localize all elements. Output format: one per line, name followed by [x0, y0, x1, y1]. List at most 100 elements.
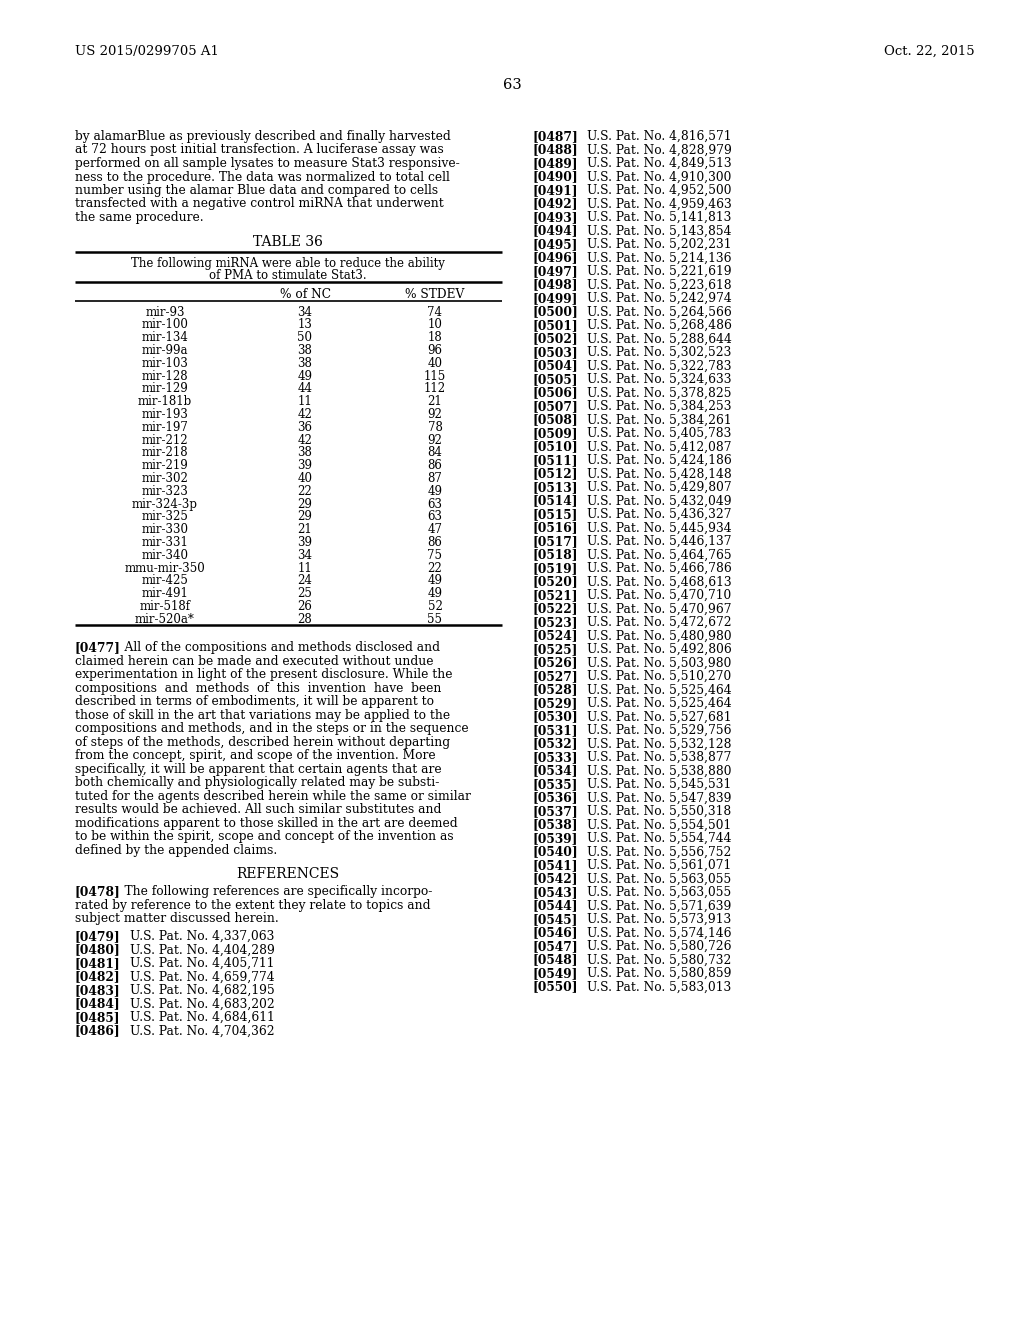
Text: by alamarBlue as previously described and finally harvested: by alamarBlue as previously described an…	[75, 129, 451, 143]
Text: % of NC: % of NC	[280, 288, 331, 301]
Text: 24: 24	[298, 574, 312, 587]
Text: U.S. Pat. No. 5,429,807: U.S. Pat. No. 5,429,807	[587, 480, 731, 494]
Text: [0518]: [0518]	[532, 549, 578, 561]
Text: mir-134: mir-134	[141, 331, 188, 345]
Text: U.S. Pat. No. 5,580,859: U.S. Pat. No. 5,580,859	[587, 968, 731, 979]
Text: [0499]: [0499]	[532, 292, 578, 305]
Text: [0538]: [0538]	[532, 818, 578, 832]
Text: mir-324-3p: mir-324-3p	[132, 498, 198, 511]
Text: mir-103: mir-103	[141, 356, 188, 370]
Text: [0525]: [0525]	[532, 643, 578, 656]
Text: U.S. Pat. No. 5,322,783: U.S. Pat. No. 5,322,783	[587, 359, 731, 372]
Text: [0524]: [0524]	[532, 630, 578, 643]
Text: 29: 29	[298, 511, 312, 523]
Text: rated by reference to the extent they relate to topics and: rated by reference to the extent they re…	[75, 899, 430, 912]
Text: U.S. Pat. No. 5,141,813: U.S. Pat. No. 5,141,813	[587, 211, 731, 224]
Text: [0520]: [0520]	[532, 576, 578, 589]
Text: U.S. Pat. No. 5,436,327: U.S. Pat. No. 5,436,327	[587, 508, 731, 521]
Text: 112: 112	[424, 383, 446, 395]
Text: U.S. Pat. No. 5,143,854: U.S. Pat. No. 5,143,854	[587, 224, 731, 238]
Text: 42: 42	[298, 433, 312, 446]
Text: 38: 38	[298, 345, 312, 356]
Text: [0506]: [0506]	[532, 387, 578, 400]
Text: 36: 36	[298, 421, 312, 434]
Text: 63: 63	[503, 78, 521, 92]
Text: [0529]: [0529]	[532, 697, 578, 710]
Text: [0517]: [0517]	[532, 535, 578, 548]
Text: [0514]: [0514]	[532, 495, 578, 507]
Text: mir-212: mir-212	[141, 433, 188, 446]
Text: [0512]: [0512]	[532, 467, 578, 480]
Text: U.S. Pat. No. 5,554,744: U.S. Pat. No. 5,554,744	[587, 832, 731, 845]
Text: 86: 86	[428, 459, 442, 473]
Text: U.S. Pat. No. 5,214,136: U.S. Pat. No. 5,214,136	[587, 252, 731, 264]
Text: [0485]: [0485]	[75, 1011, 121, 1024]
Text: of steps of the methods, described herein without departing: of steps of the methods, described herei…	[75, 737, 451, 748]
Text: [0486]: [0486]	[75, 1024, 121, 1038]
Text: [0483]: [0483]	[75, 983, 121, 997]
Text: the same procedure.: the same procedure.	[75, 211, 204, 224]
Text: [0478]: [0478]	[75, 886, 121, 899]
Text: [0519]: [0519]	[532, 562, 578, 576]
Text: [0516]: [0516]	[532, 521, 578, 535]
Text: [0504]: [0504]	[532, 359, 578, 372]
Text: those of skill in the art that variations may be applied to the: those of skill in the art that variation…	[75, 709, 451, 722]
Text: [0511]: [0511]	[532, 454, 578, 467]
Text: U.S. Pat. No. 5,532,128: U.S. Pat. No. 5,532,128	[587, 738, 731, 751]
Text: U.S. Pat. No. 5,470,710: U.S. Pat. No. 5,470,710	[587, 589, 731, 602]
Text: 49: 49	[427, 574, 442, 587]
Text: 96: 96	[427, 345, 442, 356]
Text: mir-129: mir-129	[141, 383, 188, 395]
Text: 40: 40	[427, 356, 442, 370]
Text: [0487]: [0487]	[532, 129, 578, 143]
Text: 39: 39	[298, 459, 312, 473]
Text: 29: 29	[298, 498, 312, 511]
Text: U.S. Pat. No. 5,464,765: U.S. Pat. No. 5,464,765	[587, 549, 731, 561]
Text: [0488]: [0488]	[532, 144, 578, 157]
Text: 44: 44	[298, 383, 312, 395]
Text: U.S. Pat. No. 5,503,980: U.S. Pat. No. 5,503,980	[587, 656, 731, 669]
Text: [0500]: [0500]	[532, 305, 578, 318]
Text: 74: 74	[427, 305, 442, 318]
Text: U.S. Pat. No. 5,432,049: U.S. Pat. No. 5,432,049	[587, 495, 731, 507]
Text: U.S. Pat. No. 5,550,318: U.S. Pat. No. 5,550,318	[587, 805, 731, 818]
Text: compositions  and  methods  of  this  invention  have  been: compositions and methods of this inventi…	[75, 682, 441, 696]
Text: [0527]: [0527]	[532, 671, 578, 682]
Text: 50: 50	[298, 331, 312, 345]
Text: [0489]: [0489]	[532, 157, 578, 170]
Text: mir-128: mir-128	[141, 370, 188, 383]
Text: U.S. Pat. No. 5,571,639: U.S. Pat. No. 5,571,639	[587, 899, 731, 912]
Text: tuted for the agents described herein while the same or similar: tuted for the agents described herein wh…	[75, 789, 471, 803]
Text: 92: 92	[428, 408, 442, 421]
Text: [0547]: [0547]	[532, 940, 578, 953]
Text: U.S. Pat. No. 5,468,613: U.S. Pat. No. 5,468,613	[587, 576, 731, 589]
Text: 34: 34	[298, 305, 312, 318]
Text: [0526]: [0526]	[532, 656, 578, 669]
Text: [0523]: [0523]	[532, 616, 578, 630]
Text: U.S. Pat. No. 5,492,806: U.S. Pat. No. 5,492,806	[587, 643, 732, 656]
Text: U.S. Pat. No. 4,404,289: U.S. Pat. No. 4,404,289	[130, 944, 274, 957]
Text: 18: 18	[428, 331, 442, 345]
Text: [0545]: [0545]	[532, 913, 578, 927]
Text: [0477]: [0477]	[75, 642, 121, 655]
Text: at 72 hours post initial transfection. A luciferase assay was: at 72 hours post initial transfection. A…	[75, 144, 443, 157]
Text: U.S. Pat. No. 5,405,783: U.S. Pat. No. 5,405,783	[587, 426, 731, 440]
Text: 63: 63	[427, 511, 442, 523]
Text: U.S. Pat. No. 5,268,486: U.S. Pat. No. 5,268,486	[587, 319, 732, 333]
Text: 11: 11	[298, 561, 312, 574]
Text: of PMA to stimulate Stat3.: of PMA to stimulate Stat3.	[209, 269, 367, 282]
Text: U.S. Pat. No. 4,910,300: U.S. Pat. No. 4,910,300	[587, 170, 731, 183]
Text: [0491]: [0491]	[532, 183, 578, 197]
Text: [0498]: [0498]	[532, 279, 578, 292]
Text: U.S. Pat. No. 5,242,974: U.S. Pat. No. 5,242,974	[587, 292, 732, 305]
Text: [0482]: [0482]	[75, 970, 121, 983]
Text: mir-218: mir-218	[141, 446, 188, 459]
Text: U.S. Pat. No. 5,384,261: U.S. Pat. No. 5,384,261	[587, 413, 731, 426]
Text: mir-330: mir-330	[141, 523, 188, 536]
Text: mir-219: mir-219	[141, 459, 188, 473]
Text: 86: 86	[428, 536, 442, 549]
Text: modifications apparent to those skilled in the art are deemed: modifications apparent to those skilled …	[75, 817, 458, 830]
Text: U.S. Pat. No. 5,472,672: U.S. Pat. No. 5,472,672	[587, 616, 731, 630]
Text: 92: 92	[428, 433, 442, 446]
Text: 49: 49	[427, 587, 442, 601]
